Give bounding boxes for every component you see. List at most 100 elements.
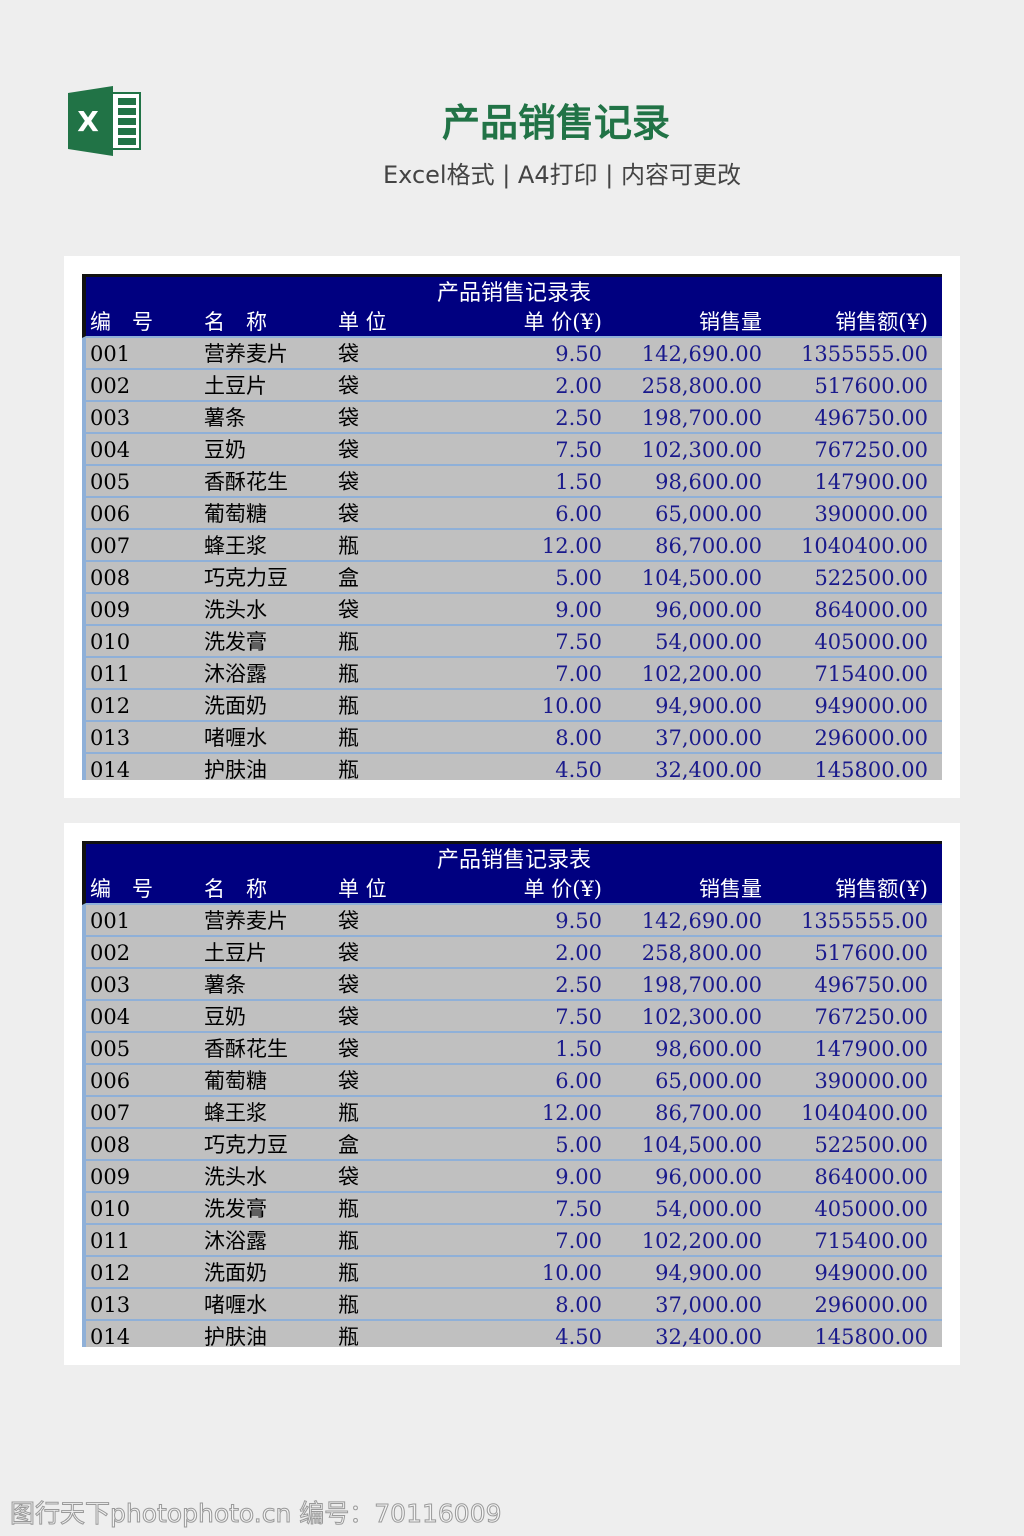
cell-quantity: 96,000.00 (655, 1165, 762, 1189)
cell-price: 6.00 (555, 502, 602, 526)
cell-id: 008 (90, 1133, 131, 1157)
cell-quantity: 98,600.00 (655, 470, 762, 494)
cell-amount: 405000.00 (814, 630, 928, 654)
cell-unit: 瓶 (338, 662, 359, 686)
cell-id: 013 (90, 726, 131, 750)
sheet-preview-2: 产品销售记录表 编 号 名 称 单 位 单 价(¥) 销售量 销售额(¥) 001 营养麦片… (64, 823, 960, 1365)
spreadsheet: 产品销售记录表 编 号 名 称 单 位 单 价(¥) 销售量 销售额(¥) 001 营养麦片… (82, 841, 942, 1347)
cell-amount: 715400.00 (814, 1229, 928, 1253)
cell-id: 001 (90, 342, 131, 366)
table-row: 002 土豆片 袋 2.00 258,800.00 517600.00 (82, 937, 942, 969)
cell-unit: 瓶 (338, 1197, 359, 1221)
cell-name: 啫喱水 (204, 1293, 267, 1317)
table-title: 产品销售记录表 (82, 274, 942, 306)
table-row: 010 洗发膏 瓶 7.50 54,000.00 405000.00 (82, 626, 942, 658)
cell-price: 10.00 (541, 694, 602, 718)
cell-price: 9.50 (555, 909, 602, 933)
cell-price: 5.00 (555, 566, 602, 590)
cell-name: 薯条 (204, 973, 246, 997)
cell-amount: 405000.00 (814, 1197, 928, 1221)
column-header-unit: 单 位 (338, 310, 387, 334)
cell-id: 003 (90, 406, 131, 430)
cell-id: 008 (90, 566, 131, 590)
cell-price: 2.00 (555, 374, 602, 398)
table-row: 007 蜂王浆 瓶 12.00 86,700.00 1040400.00 (82, 530, 942, 562)
cell-amount: 864000.00 (814, 1165, 928, 1189)
cell-quantity: 102,200.00 (641, 1229, 762, 1253)
table-body: 001 营养麦片袋 9.50 142,690.00 1355555.00 002 土豆片袋 2… (82, 905, 942, 1347)
table-row: 011 沐浴露 瓶 7.00 102,200.00 715400.00 (82, 658, 942, 690)
cell-id: 010 (90, 630, 131, 654)
cell-id: 002 (90, 941, 131, 965)
column-header-quantity: 销售量 (699, 310, 762, 334)
cell-amount: 145800.00 (814, 758, 928, 780)
cell-quantity: 102,200.00 (641, 662, 762, 686)
cell-quantity: 104,500.00 (641, 566, 762, 590)
cell-price: 2.50 (555, 973, 602, 997)
cell-quantity: 65,000.00 (655, 1069, 762, 1093)
cell-quantity: 198,700.00 (641, 406, 762, 430)
cell-unit: 袋 (338, 374, 359, 398)
cell-name: 蜂王浆 (204, 534, 267, 558)
cell-name: 葡萄糖 (204, 502, 267, 526)
spreadsheet: 产品销售记录表 编 号 名 称 单 位 单 价(¥) 销售量 销售额(¥) 001 营养麦片… (82, 274, 942, 780)
table-row: 006 葡萄糖 袋 6.00 65,000.00 390000.00 (82, 1065, 942, 1097)
cell-name: 护肤油 (204, 758, 267, 780)
cell-id: 009 (90, 598, 131, 622)
table-row: 005 香酥花生 袋 1.50 98,600.00 147900.00 (82, 1033, 942, 1065)
cell-name: 豆奶 (204, 1005, 246, 1029)
cell-id: 004 (90, 1005, 131, 1029)
cell-name: 洗发膏 (204, 1197, 267, 1221)
cell-quantity: 86,700.00 (655, 1101, 762, 1125)
cell-id: 011 (90, 1229, 131, 1253)
cell-name: 护肤油 (204, 1325, 267, 1347)
cell-unit: 袋 (338, 1069, 359, 1093)
cell-quantity: 86,700.00 (655, 534, 762, 558)
cell-unit: 盒 (338, 566, 359, 590)
column-header-id: 编 号 (90, 310, 153, 334)
cell-price: 8.00 (555, 1293, 602, 1317)
cell-amount: 767250.00 (814, 438, 928, 462)
table-row: 003 薯条 袋 2.50 198,700.00 496750.00 (82, 402, 942, 434)
cell-id: 007 (90, 1101, 131, 1125)
cell-amount: 864000.00 (814, 598, 928, 622)
cell-price: 9.00 (555, 598, 602, 622)
cell-price: 7.50 (555, 630, 602, 654)
cell-name: 巧克力豆 (204, 1133, 288, 1157)
cell-amount: 390000.00 (814, 502, 928, 526)
cell-price: 8.00 (555, 726, 602, 750)
cell-name: 洗头水 (204, 1165, 267, 1189)
column-header-unit: 单 位 (338, 877, 387, 901)
cell-name: 葡萄糖 (204, 1069, 267, 1093)
cell-price: 12.00 (541, 534, 602, 558)
cell-amount: 296000.00 (814, 1293, 928, 1317)
cell-id: 003 (90, 973, 131, 997)
cell-amount: 949000.00 (814, 694, 928, 718)
cell-price: 12.00 (541, 1101, 602, 1125)
cell-unit: 袋 (338, 1005, 359, 1029)
cell-name: 豆奶 (204, 438, 246, 462)
table-row: 005 香酥花生 袋 1.50 98,600.00 147900.00 (82, 466, 942, 498)
table-row: 003 薯条 袋 2.50 198,700.00 496750.00 (82, 969, 942, 1001)
cell-price: 9.50 (555, 342, 602, 366)
column-header-quantity: 销售量 (699, 877, 762, 901)
cell-id: 006 (90, 502, 131, 526)
table-row: 009 洗头水 袋 9.00 96,000.00 864000.00 (82, 594, 942, 626)
cell-amount: 296000.00 (814, 726, 928, 750)
svg-text:X: X (77, 105, 99, 138)
cell-quantity: 96,000.00 (655, 598, 762, 622)
cell-amount: 1040400.00 (801, 534, 928, 558)
cell-quantity: 142,690.00 (641, 342, 762, 366)
cell-unit: 瓶 (338, 1229, 359, 1253)
cell-amount: 1355555.00 (801, 342, 928, 366)
watermark: 图行天下photophoto.cn 编号：70116009 (10, 1499, 503, 1529)
table-row: 007 蜂王浆 瓶 12.00 86,700.00 1040400.00 (82, 1097, 942, 1129)
table-row: 004 豆奶 袋 7.50 102,300.00 767250.00 (82, 434, 942, 466)
cell-id: 005 (90, 1037, 131, 1061)
table-row: 010 洗发膏 瓶 7.50 54,000.00 405000.00 (82, 1193, 942, 1225)
cell-quantity: 258,800.00 (641, 374, 762, 398)
cell-price: 7.50 (555, 438, 602, 462)
cell-unit: 瓶 (338, 1101, 359, 1125)
cell-name: 沐浴露 (204, 1229, 267, 1253)
cell-unit: 瓶 (338, 726, 359, 750)
